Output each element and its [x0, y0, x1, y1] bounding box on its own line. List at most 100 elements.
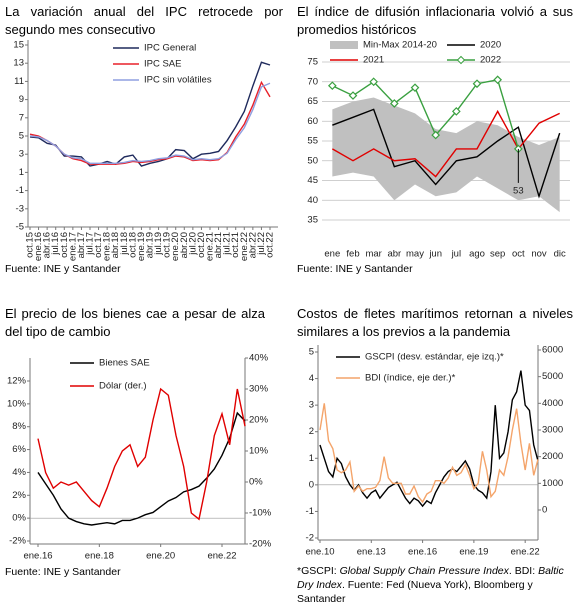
- legend-label: IPC General: [144, 43, 196, 54]
- x-tick-label: dic: [554, 249, 566, 260]
- series-line: [29, 82, 271, 164]
- x-tick-label: ene.22: [511, 547, 540, 558]
- legend-label: 2022: [480, 55, 501, 66]
- series-line: [332, 78, 520, 150]
- y-tick-label: -1: [16, 185, 24, 196]
- x-tick-label: jul.17: [85, 232, 96, 256]
- x-tick-label: sep: [490, 249, 505, 260]
- y-tick-label: 12%: [7, 376, 27, 387]
- chart-title: Costos de fletes marítimos retornan a ni…: [297, 306, 573, 339]
- y2-tick-label: 20%: [249, 415, 269, 426]
- x-tick-label: ene.16: [23, 551, 52, 562]
- y-tick-label: 40: [307, 195, 318, 206]
- y-tick-label: 65: [307, 96, 318, 107]
- y-tick-label: 0%: [12, 513, 26, 524]
- legend-label: IPC SAE: [144, 59, 182, 70]
- y2-tick-label: 0: [542, 505, 547, 516]
- source: Fuente: INE y Santander: [297, 263, 413, 275]
- series-line: [29, 80, 271, 165]
- x-tick-label: ene.18: [102, 232, 113, 261]
- y-tick-label: 8%: [12, 421, 26, 432]
- x-tick-label: oct.16: [59, 232, 70, 258]
- y-tick-label: -2%: [9, 536, 26, 547]
- legend-marker: [456, 55, 466, 65]
- x-tick-label: ene.22: [207, 551, 236, 562]
- y-tick-label: 0: [309, 479, 314, 490]
- point-marker: [389, 99, 399, 108]
- y2-tick-label: 10%: [249, 446, 269, 457]
- y-tick-label: 15: [13, 40, 24, 51]
- x-tick-label: jun: [428, 249, 442, 260]
- x-tick-label: ene.16: [408, 547, 437, 558]
- x-tick-label: oct.17: [93, 232, 104, 258]
- y-tick-label: 4: [309, 373, 314, 384]
- x-tick-label: abr.17: [76, 232, 87, 258]
- x-tick-label: jul.21: [222, 232, 233, 256]
- x-tick-label: abr.18: [110, 232, 121, 258]
- y-tick-label: 1: [309, 453, 314, 464]
- point-marker: [410, 83, 420, 93]
- y-tick-label: 4%: [12, 467, 26, 478]
- x-tick-label: jul.20: [187, 232, 198, 256]
- y-tick-label: 6%: [12, 444, 26, 455]
- footnote-part: *GSCPI:: [297, 565, 340, 577]
- x-tick-label: oct.15: [25, 232, 36, 258]
- y-tick-label: 5: [309, 347, 314, 358]
- x-tick-label: oct.22: [265, 232, 276, 258]
- source: Fuente: INE y Santander: [5, 263, 121, 275]
- x-tick-label: abr.19: [145, 232, 156, 258]
- y-tick-label: 35: [307, 215, 318, 226]
- x-tick-label: abr: [387, 249, 401, 260]
- y-tick-label: -3: [16, 203, 24, 214]
- x-tick-label: jul: [451, 249, 462, 260]
- y2-tick-label: 1000: [542, 478, 563, 489]
- y-tick-label: 10%: [7, 398, 27, 409]
- x-tick-label: ene.20: [170, 232, 181, 261]
- y-tick-label: 3: [309, 400, 314, 411]
- y-tick-label: 70: [307, 76, 318, 87]
- y2-tick-label: -20%: [249, 539, 272, 550]
- x-tick-label: oct.20: [196, 232, 207, 258]
- value-label: 53: [513, 185, 524, 196]
- source: Fuente: INE y Santander: [5, 566, 121, 578]
- y-tick-label: 7: [19, 112, 24, 123]
- legend-label: IPC sin volátiles: [144, 75, 212, 86]
- x-tick-label: mar: [365, 249, 381, 260]
- y-tick-label: 11: [14, 76, 24, 87]
- x-tick-label: ene.19: [459, 547, 488, 558]
- x-tick-label: ago: [469, 249, 485, 260]
- series-line: [37, 411, 246, 526]
- y-tick-label: 45: [307, 175, 318, 186]
- footnote-part: . BDI:: [508, 565, 539, 577]
- point-marker: [431, 130, 441, 140]
- series-line: [332, 108, 561, 199]
- x-tick-label: ene.10: [305, 547, 334, 558]
- x-tick-label: ene.20: [146, 551, 175, 562]
- x-tick-label: oct.18: [127, 232, 138, 258]
- point-marker: [369, 77, 379, 87]
- x-tick-label: jul.18: [119, 232, 130, 256]
- x-tick-label: feb: [346, 249, 359, 260]
- x-tick-label: abr.22: [247, 232, 258, 258]
- footnote-part: Global Supply Chain Pressure Index: [339, 565, 509, 577]
- legend-label: BDI (índice, eje der.)*: [365, 373, 456, 384]
- x-tick-label: ene.16: [33, 232, 44, 261]
- y2-tick-label: 3000: [542, 425, 563, 436]
- series-line: [37, 387, 246, 521]
- x-tick-label: ene.13: [357, 547, 386, 558]
- series-line: [319, 403, 539, 504]
- point-marker: [451, 107, 461, 116]
- x-tick-label: ene.22: [239, 232, 250, 261]
- y-tick-label: 60: [307, 116, 318, 127]
- point-marker: [493, 75, 503, 85]
- legend-label: GSCPI (desv. estándar, eje izq.)*: [365, 352, 504, 363]
- x-tick-label: ene.19: [136, 232, 147, 261]
- y-tick-label: 13: [13, 58, 24, 69]
- y-tick-label: 75: [307, 57, 318, 68]
- x-tick-label: abr.20: [179, 232, 190, 258]
- y2-tick-label: 2000: [542, 451, 563, 462]
- y-tick-label: 9: [19, 94, 24, 105]
- y-tick-label: -5: [16, 222, 24, 233]
